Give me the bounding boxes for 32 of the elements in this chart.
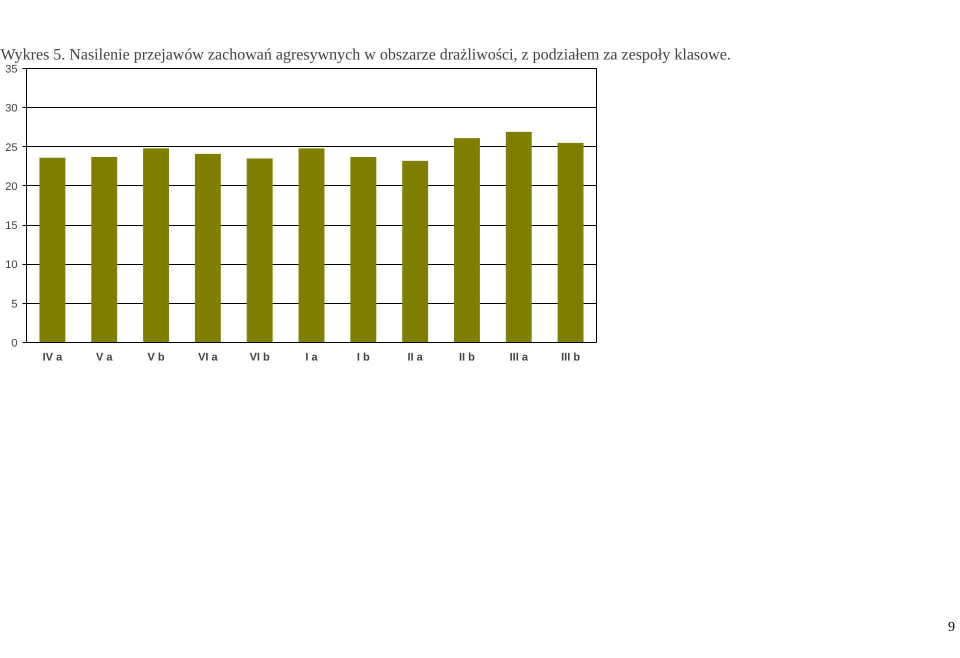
x-tick-label: II a	[407, 352, 424, 364]
x-tick-label: I a	[305, 352, 318, 364]
bar	[298, 148, 324, 342]
y-tick-label: 25	[5, 142, 18, 154]
y-tick-label: 20	[5, 180, 18, 193]
bar	[91, 156, 118, 342]
bar	[402, 160, 428, 342]
y-tick-label: 10	[5, 259, 18, 272]
y-tick-label: 30	[5, 102, 18, 115]
bar	[143, 148, 169, 342]
bar	[350, 156, 376, 342]
y-tick-label: 5	[11, 298, 18, 310]
bar	[454, 138, 480, 342]
x-tick-label: IV a	[42, 352, 64, 364]
x-tick-label: III b	[561, 352, 580, 364]
x-tick-label: VI b	[250, 352, 270, 364]
bar	[194, 154, 221, 342]
x-tick-label: III a	[510, 352, 529, 364]
y-tick-label: 15	[5, 220, 18, 232]
x-tick-label: V b	[147, 352, 165, 364]
x-tick-label: V a	[96, 352, 114, 364]
chart-title: Wykres 5. Nasilenie przejawów zachowań agresywnych w obszarze drażliwości, z podziałem za zespoły klasowe.	[0, 46, 731, 64]
bar	[558, 142, 584, 342]
y-tick-label: 35	[5, 64, 18, 76]
x-tick-label: I b	[356, 352, 370, 364]
x-tick-label: II b	[459, 352, 476, 364]
y-tick-label: 0	[11, 338, 18, 350]
x-tick-label: VI a	[198, 352, 219, 364]
bar	[246, 158, 273, 342]
text: 9	[948, 619, 955, 637]
bar	[39, 158, 66, 342]
bar	[506, 132, 532, 342]
